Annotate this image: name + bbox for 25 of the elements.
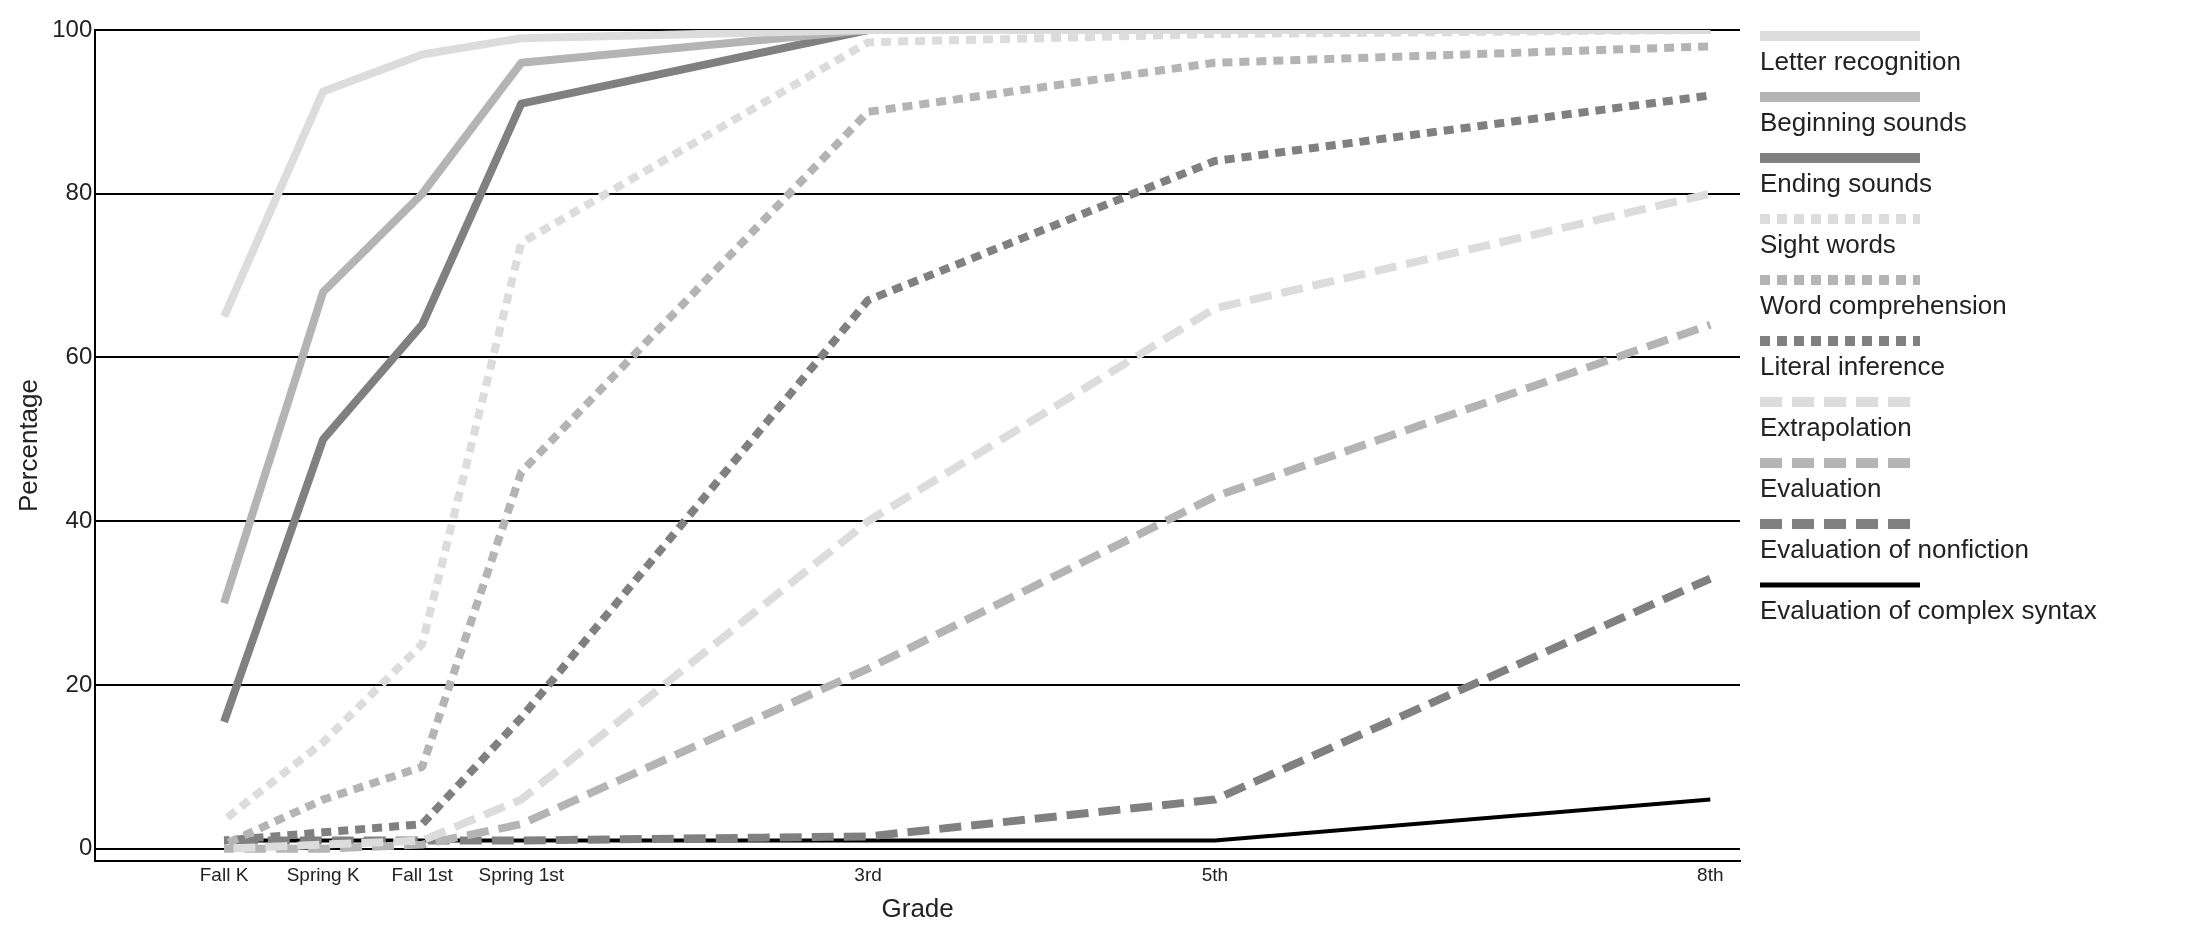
text: Literal inference	[1760, 351, 1945, 381]
series-label: Evaluation of nonfiction	[1760, 534, 2029, 564]
text: Word comprehension	[1760, 290, 2007, 320]
text: Extrapolation	[1760, 412, 1912, 442]
y-tick-label: 40	[65, 505, 93, 533]
x-tick-label: 8th	[1697, 863, 1724, 885]
text: Beginning sounds	[1760, 107, 1967, 137]
text: Evaluation	[1760, 473, 1882, 503]
x-tick-label: Spring K	[286, 863, 360, 885]
x-tick-label: 5th	[1201, 863, 1229, 885]
y-tick-label: 80	[65, 178, 93, 206]
x-tick-label: 3rd	[854, 863, 882, 885]
x-tick-label: Spring 1st	[478, 863, 565, 885]
text: Letter recognition	[1760, 46, 1961, 76]
text: Sight words	[1760, 229, 1896, 259]
y-tick-label: 100	[52, 14, 93, 42]
x-tick-label: Fall 1st	[391, 863, 454, 885]
text: Ending sounds	[1760, 168, 1933, 198]
y-tick-label: 20	[65, 669, 93, 697]
x-axis-title: Grade	[881, 892, 954, 923]
y-tick-label: 60	[65, 342, 93, 370]
y-axis-title: Percentage	[12, 379, 43, 512]
text: Evaluation of complex syntax	[1760, 595, 2097, 625]
x-tick-label: Fall K	[199, 863, 249, 885]
y-tick-label: 0	[78, 833, 93, 861]
